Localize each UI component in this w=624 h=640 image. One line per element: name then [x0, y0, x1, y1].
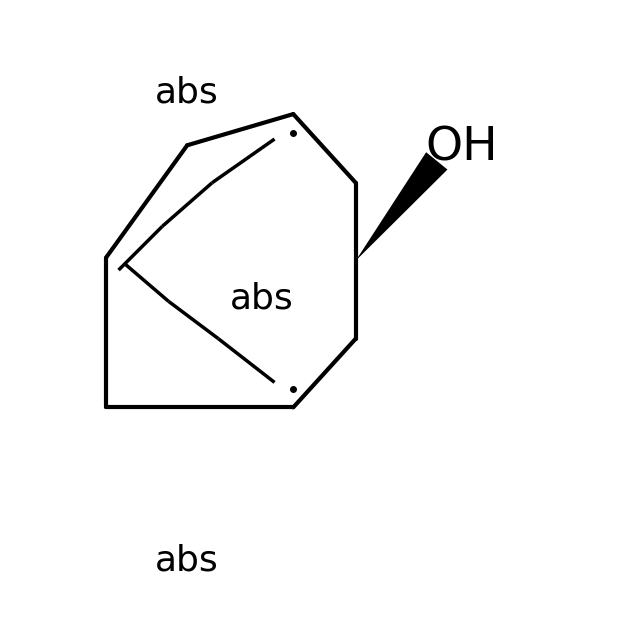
Text: abs: abs: [155, 76, 219, 109]
Polygon shape: [356, 152, 447, 260]
Text: abs: abs: [230, 281, 294, 315]
Text: OH: OH: [426, 126, 498, 171]
Text: abs: abs: [155, 543, 219, 577]
